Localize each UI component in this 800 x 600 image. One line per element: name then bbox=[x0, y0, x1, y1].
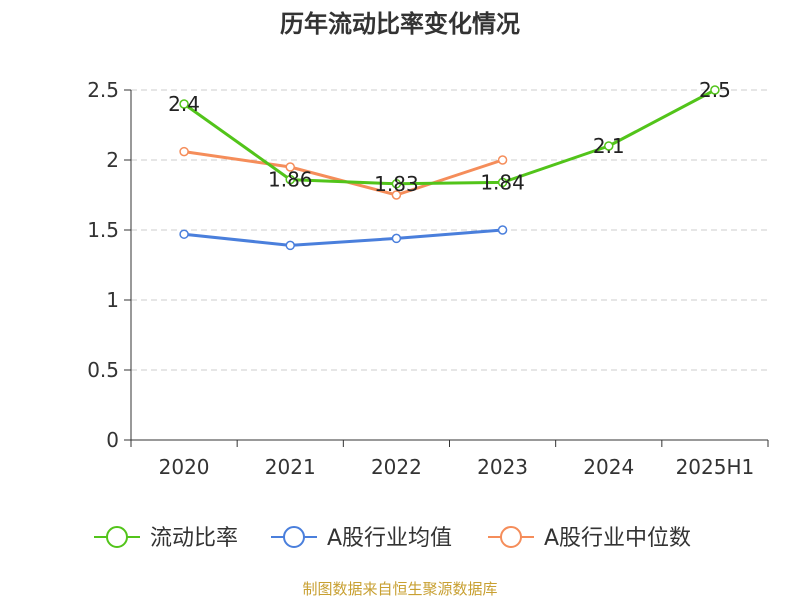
legend: 流动比率 A股行业均值 A股行业中位数 bbox=[94, 526, 691, 551]
series-line-2 bbox=[183, 150, 504, 197]
source-note: 制图数据来自恒生聚源数据库 bbox=[302, 580, 497, 598]
legend-item: A股行业均值 bbox=[271, 526, 452, 551]
legend-marker bbox=[500, 526, 522, 548]
series-layer bbox=[179, 85, 720, 251]
data-labels: 2.4 1.86 1.83 1.84 2.1 2.5 bbox=[168, 78, 731, 196]
grid-lines bbox=[131, 89, 768, 371]
legend-label: 流动比率 bbox=[150, 526, 238, 551]
legend-marker bbox=[283, 526, 305, 548]
y-tick-label: 1 bbox=[106, 288, 119, 312]
y-tick-label: 2.5 bbox=[87, 78, 119, 102]
chart-title: 历年流动比率变化情况 bbox=[280, 10, 520, 38]
y-tick-label: 0.5 bbox=[87, 358, 119, 382]
data-point bbox=[497, 225, 508, 235]
legend-item: A股行业中位数 bbox=[488, 526, 691, 551]
data-label: 1.83 bbox=[374, 172, 419, 196]
data-point bbox=[604, 141, 614, 151]
legend-label: A股行业均值 bbox=[327, 526, 452, 551]
legend-item: 流动比率 bbox=[94, 526, 238, 551]
x-tick-label: 2025H1 bbox=[676, 455, 755, 479]
data-point bbox=[179, 229, 189, 239]
data-point bbox=[285, 174, 295, 185]
x-tick-label: 2024 bbox=[583, 455, 634, 479]
data-point bbox=[285, 240, 295, 251]
legend-label: A股行业中位数 bbox=[544, 526, 691, 551]
data-point bbox=[710, 85, 720, 95]
data-point bbox=[391, 190, 402, 200]
data-point bbox=[179, 146, 189, 157]
legend-marker bbox=[106, 526, 128, 548]
axes: 0 0.5 1 1.5 2 2.5 2020 2021 2022 2023 2024 2025H1 bbox=[87, 78, 769, 479]
series-line-1 bbox=[183, 228, 503, 247]
data-label: 2.4 bbox=[168, 92, 200, 116]
y-tick-label: 0 bbox=[106, 428, 119, 452]
x-tick-label: 2020 bbox=[159, 455, 210, 479]
data-point bbox=[391, 179, 402, 189]
data-label: 1.86 bbox=[268, 168, 313, 192]
x-tick-label: 2022 bbox=[371, 455, 422, 479]
data-label: 1.84 bbox=[480, 170, 525, 194]
y-tick-label: 1.5 bbox=[87, 218, 119, 242]
data-point bbox=[497, 177, 508, 188]
data-point bbox=[497, 155, 508, 165]
x-tick-label: 2023 bbox=[477, 455, 528, 479]
data-label: 2.1 bbox=[593, 134, 625, 158]
series-line-0 bbox=[183, 88, 716, 186]
data-point bbox=[285, 162, 295, 172]
y-tick-label: 2 bbox=[106, 148, 119, 172]
data-point bbox=[179, 99, 189, 109]
data-point bbox=[391, 233, 402, 244]
data-label: 2.5 bbox=[699, 78, 731, 102]
x-tick-label: 2021 bbox=[265, 455, 316, 479]
